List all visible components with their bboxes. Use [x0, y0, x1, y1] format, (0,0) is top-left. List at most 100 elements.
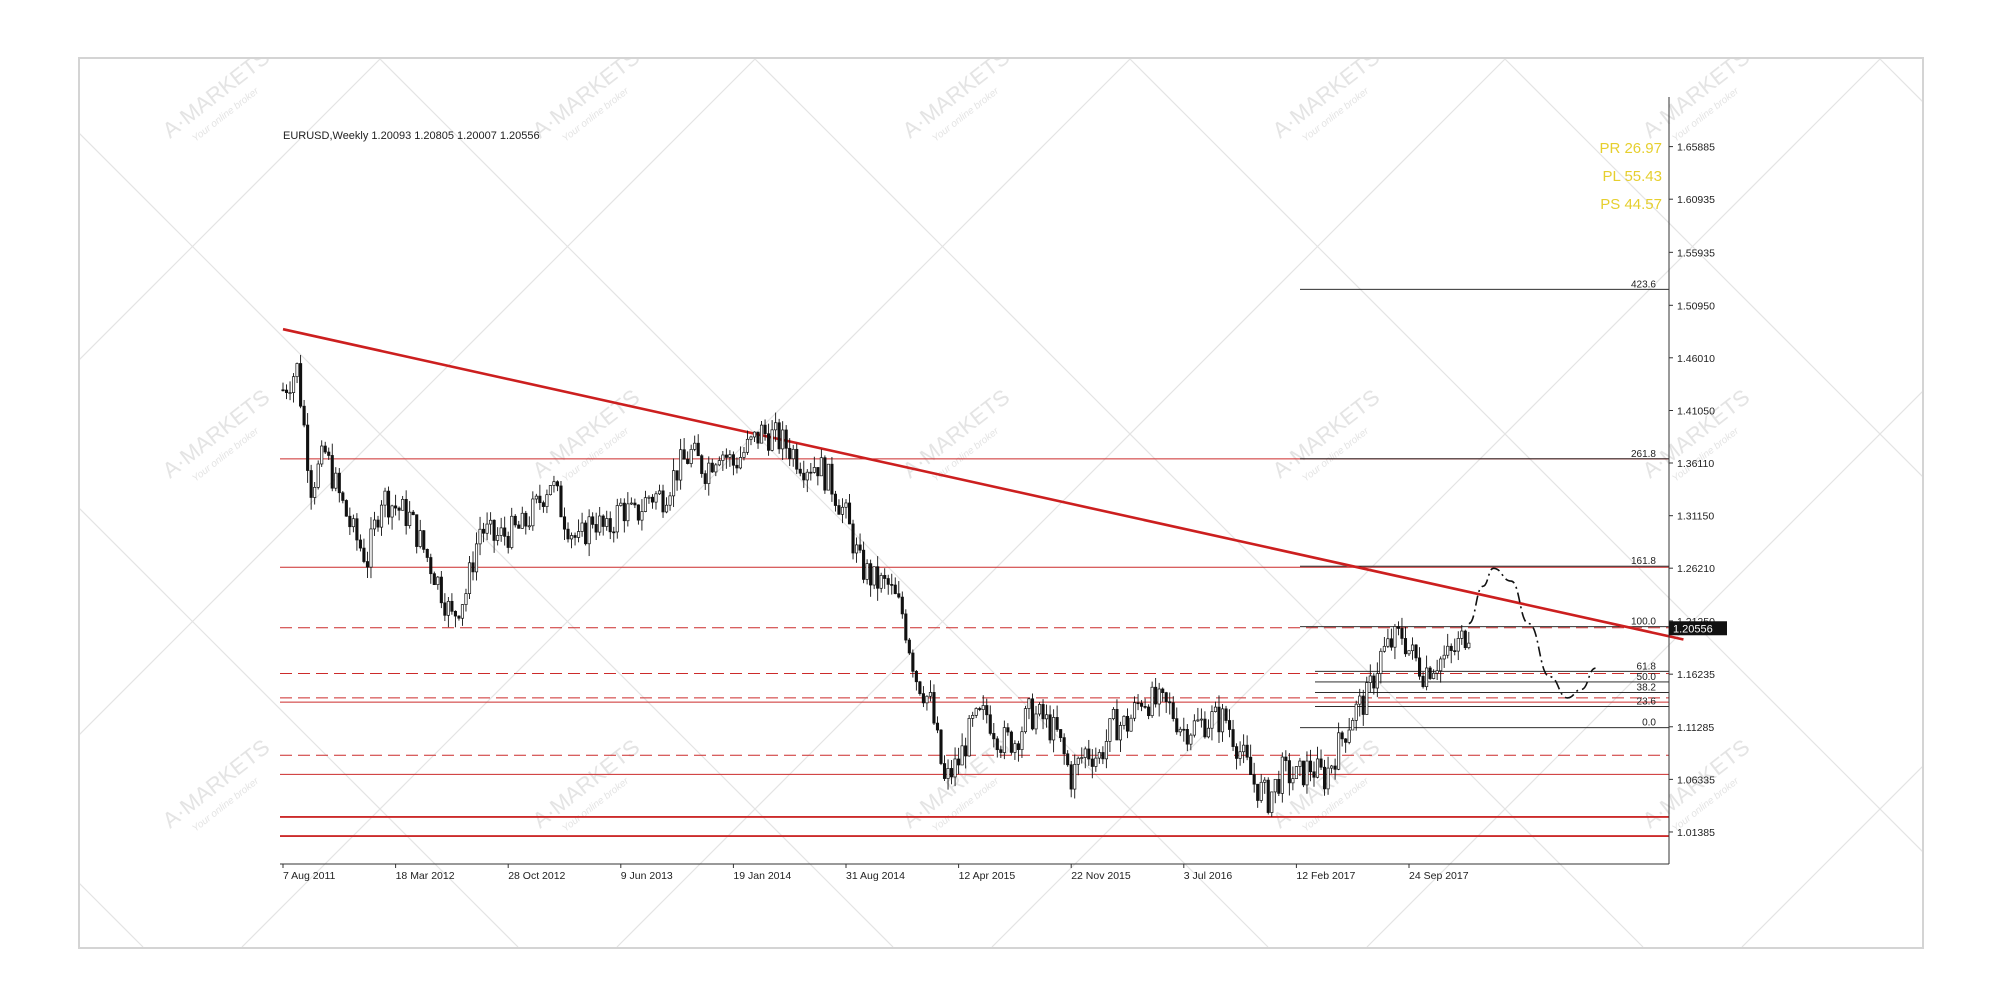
candle-body [946, 768, 950, 779]
candle-body [1125, 715, 1130, 732]
candle-body [675, 470, 679, 481]
candle-body [724, 454, 728, 458]
candle-body [295, 363, 299, 378]
candle-body [1428, 667, 1432, 679]
candle-body [1027, 698, 1031, 709]
candle-body [1340, 732, 1344, 740]
candle-body [960, 745, 964, 766]
candle-body [957, 758, 961, 766]
candle-body [569, 535, 574, 540]
candle-body [506, 535, 510, 548]
candle-body [387, 490, 391, 518]
candle-body [348, 515, 352, 528]
candle-body [1393, 626, 1397, 648]
candle-body [594, 524, 598, 533]
candle-body [844, 502, 848, 508]
candle-body [1189, 734, 1193, 745]
candle-body [302, 405, 306, 426]
candle-body [745, 438, 750, 453]
candle-body [816, 467, 820, 477]
candle-body [721, 454, 725, 461]
candle-body [1076, 757, 1080, 765]
candle-body [1066, 753, 1070, 766]
stat-label: PL 55.43 [1603, 168, 1663, 185]
candle-body [1206, 727, 1210, 738]
watermark-line [991, 59, 1881, 947]
candle-body [365, 561, 370, 568]
candle-body [1330, 765, 1334, 769]
candle-body [394, 505, 398, 509]
candle-body [1118, 725, 1123, 741]
projection-layer [1468, 567, 1596, 699]
chart-frame: A·MARKETS Your online broker A·MARKETS Your… [78, 57, 1924, 949]
candle-body [1326, 767, 1330, 790]
candle-body [914, 670, 918, 683]
candle-body [851, 523, 855, 554]
candle-body [1418, 657, 1422, 677]
x-ticks: 7 Aug 2011 18 Mar 2012 28 Oct 2012 9 Jun 20… [282, 864, 1469, 882]
candle-body [1132, 702, 1137, 719]
candle-body [1287, 760, 1291, 784]
candle-body [379, 504, 384, 528]
candle-body [907, 639, 911, 654]
candle-body [1178, 728, 1182, 733]
candle-body [460, 604, 465, 619]
candle-body [869, 563, 873, 586]
candle-body [1097, 752, 1101, 759]
candle-body [1298, 760, 1302, 767]
candle-body [1238, 751, 1242, 759]
candle-body [1270, 791, 1274, 813]
candle-body [1344, 738, 1348, 743]
candle-body [598, 515, 602, 533]
fib-label: 423.6 [1631, 279, 1656, 290]
candle-body [1129, 717, 1133, 732]
candle-body [415, 514, 419, 547]
candle-body [559, 485, 563, 518]
candle-body [826, 463, 830, 491]
candle-body [1220, 708, 1225, 733]
y-tick-label: 1.46010 [1677, 353, 1715, 365]
candle-body [988, 714, 992, 734]
candle-body [478, 528, 482, 545]
candle-body [1009, 731, 1013, 753]
candle-body [802, 472, 806, 481]
candle-body [805, 471, 809, 481]
candle-body [717, 460, 721, 466]
candle-body [474, 543, 479, 573]
candle-body [446, 600, 450, 616]
candle-body [1235, 746, 1239, 759]
candle-body [422, 530, 426, 550]
candle-body [752, 431, 757, 438]
candle-body [1147, 706, 1151, 717]
candle-body [316, 463, 320, 488]
candle-body [788, 447, 792, 460]
candle-body [1463, 630, 1467, 649]
candle-body [281, 389, 285, 392]
candle-body [1083, 748, 1087, 758]
candle-body [376, 519, 380, 528]
candle-body [700, 455, 704, 474]
candle-body [872, 566, 876, 586]
candle-body [932, 692, 936, 724]
candle-body [1354, 703, 1358, 721]
candle-body [538, 495, 542, 504]
candle-body [499, 527, 503, 536]
candle-body [1259, 781, 1263, 801]
candle-body [429, 557, 433, 575]
y-tick-label: 1.11285 [1677, 722, 1714, 734]
candle-body [1059, 729, 1063, 738]
watermark-brand: A·MARKETS [528, 59, 645, 143]
candle-body [886, 578, 890, 585]
candle-body [1365, 682, 1369, 715]
candle-body [432, 573, 436, 586]
watermark-line [80, 883, 144, 947]
candle-body [1460, 630, 1464, 639]
candle-body [439, 576, 443, 604]
candle-body [855, 544, 859, 554]
candle-body [890, 584, 894, 586]
